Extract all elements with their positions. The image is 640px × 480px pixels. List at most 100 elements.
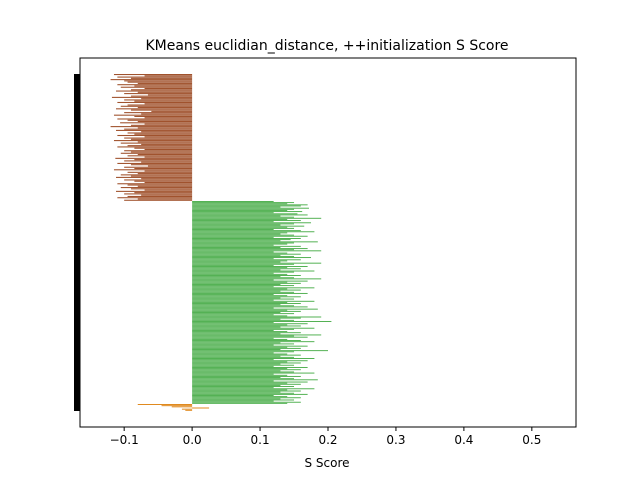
bar-cluster-0: [137, 154, 193, 156]
bar-cluster-0: [113, 169, 193, 171]
bar-cluster-1: [192, 337, 274, 339]
bar-cluster-1: [192, 322, 274, 324]
bar-cluster-0: [130, 124, 193, 126]
bar-cluster-1: [192, 369, 301, 371]
bar-cluster-1: [192, 235, 308, 237]
bar-cluster-1: [192, 399, 295, 401]
bar-cluster-0: [124, 93, 193, 95]
bar-cluster-0: [134, 85, 193, 87]
bar-cluster-0: [127, 119, 193, 121]
bar-cluster-1: [192, 335, 295, 337]
bar-cluster-0: [141, 161, 193, 163]
bar-cluster-1: [192, 305, 295, 307]
bar-cluster-0: [117, 146, 193, 148]
bar-cluster-1: [192, 381, 308, 383]
bar-cluster-1: [192, 275, 301, 276]
bar-cluster-0: [137, 82, 193, 84]
bar-cluster-0: [124, 160, 193, 162]
bar-cluster-1: [192, 310, 301, 312]
bar-cluster-1: [192, 361, 288, 363]
bar-cluster-0: [141, 143, 193, 145]
bar-cluster-1: [192, 363, 281, 365]
bar-cluster-1: [192, 358, 315, 359]
bar-cluster-0: [120, 152, 193, 154]
bar-cluster-1: [192, 296, 301, 298]
bar-cluster-0: [113, 114, 193, 116]
bar-cluster-0: [127, 104, 193, 106]
bar-cluster-1: [192, 379, 318, 381]
bar-cluster-0: [124, 80, 193, 82]
bar-cluster-1: [192, 264, 274, 266]
bar-cluster-1: [192, 354, 301, 356]
bar-cluster-1: [192, 220, 301, 222]
bar-cluster-1: [192, 294, 274, 296]
bar-cluster-1: [192, 402, 288, 404]
bar-cluster-1: [192, 241, 318, 243]
bar-cluster-1: [192, 331, 288, 333]
bars-group: [74, 74, 332, 411]
bar-cluster-0: [137, 107, 193, 109]
bar-cluster-2: [161, 405, 193, 407]
bar-cluster-0: [127, 155, 193, 157]
bar-cluster-1: [192, 227, 295, 229]
bar-cluster-1: [192, 263, 295, 265]
bar-cluster-2: [137, 404, 193, 405]
bar-cluster-1: [192, 324, 288, 326]
bar-cluster-0: [117, 162, 193, 164]
bar-cluster-0: [147, 94, 193, 96]
bar-cluster-0: [120, 187, 193, 189]
x-ticks: −0.1 0.0 0.1 0.2 0.3 0.4 0.5: [110, 427, 541, 447]
bar-cluster-1: [192, 303, 301, 305]
bar-cluster-1: [192, 338, 288, 340]
bar-cluster-1: [192, 214, 308, 216]
bar-cluster-0: [130, 95, 193, 97]
bar-cluster-0: [134, 100, 193, 102]
bar-cluster-1: [192, 347, 301, 349]
bar-cluster-1: [192, 312, 281, 313]
bar-cluster-1: [192, 231, 315, 233]
bar-cluster-1: [192, 288, 288, 290]
bar-cluster-0: [141, 98, 193, 100]
bar-cluster-0: [144, 117, 193, 119]
bar-cluster-1: [192, 255, 295, 257]
bar-cluster-1: [192, 401, 301, 403]
bar-cluster-1: [192, 233, 281, 235]
bar-cluster-1: [192, 290, 281, 292]
bar-cluster-1: [192, 313, 295, 315]
bar-cluster-1: [192, 229, 274, 230]
bar-cluster-1: [192, 326, 281, 328]
bar-cluster-1: [192, 355, 281, 357]
bar-cluster-1: [192, 374, 288, 376]
bar-cluster-1: [192, 391, 281, 393]
bar-cluster-1: [192, 318, 281, 320]
bar-cluster-2: [192, 407, 210, 409]
bar-cluster-1: [192, 384, 281, 386]
bar-cluster-1: [192, 271, 295, 273]
bar-cluster-0: [116, 129, 193, 131]
bar-cluster-0: [137, 127, 193, 129]
bar-cluster-1: [192, 239, 291, 241]
bar-cluster-0: [124, 199, 193, 201]
bar-cluster-0: [113, 74, 193, 76]
bar-cluster-0: [144, 123, 193, 125]
bar-cluster-1: [192, 292, 308, 294]
bar-cluster-0: [134, 192, 193, 194]
bar-cluster-0: [130, 151, 193, 153]
bar-cluster-0: [141, 113, 193, 115]
bar-cluster-1: [192, 259, 301, 261]
bar-cluster-1: [192, 273, 288, 275]
bar-cluster-1: [192, 260, 288, 262]
bar-cluster-0: [144, 181, 193, 184]
bar-cluster-1: [192, 257, 312, 259]
bar-cluster-0: [144, 103, 193, 105]
bar-cluster-2: [185, 409, 193, 411]
bar-cluster-1: [192, 325, 301, 327]
bar-cluster-0: [134, 159, 193, 161]
bar-cluster-0: [130, 188, 193, 190]
bar-cluster-1: [192, 346, 288, 348]
bar-cluster-1: [192, 314, 274, 316]
bar-cluster-1: [192, 356, 295, 358]
bar-cluster-0: [137, 91, 193, 93]
bar-cluster-1: [192, 349, 281, 350]
bar-cluster-1: [192, 380, 274, 382]
